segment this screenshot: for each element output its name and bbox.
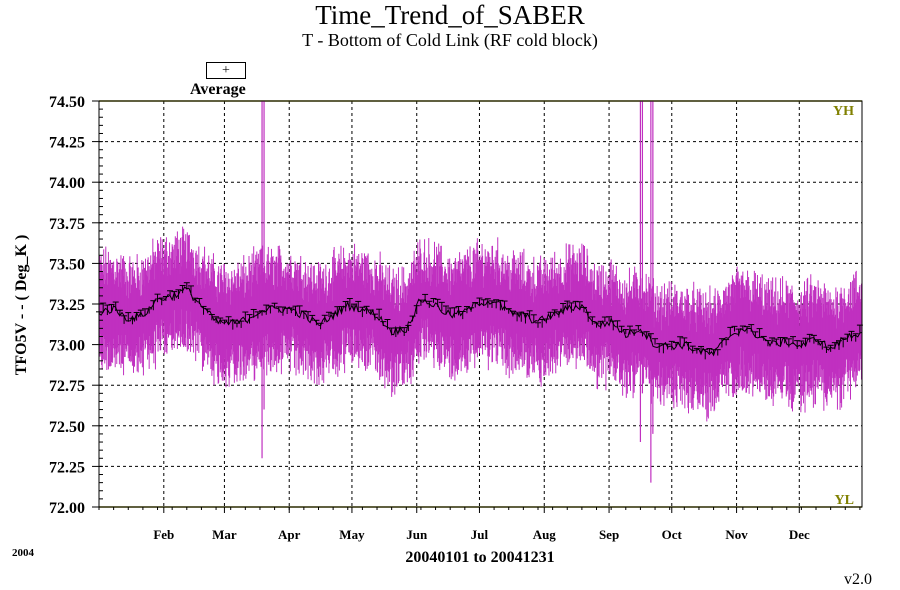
- x-tick-label: Feb: [153, 527, 174, 542]
- x-tick-label: Dec: [789, 527, 810, 542]
- x-tick-label: Sep: [599, 527, 619, 542]
- average-line: [98, 286, 863, 357]
- x-tick-label: May: [339, 527, 365, 542]
- y-tick-label: 72.25: [49, 459, 85, 476]
- y-axis-label: TFO5V - - ( Deg_K ): [13, 234, 30, 376]
- y-tick-label: 72.75: [49, 378, 85, 395]
- y-tick-label: 73.25: [49, 297, 85, 314]
- x-tick-label: Nov: [725, 527, 748, 542]
- x-axis-label: 20040101 to 20041231: [405, 549, 555, 566]
- x-tick-label: Apr: [278, 527, 301, 542]
- limit-label: YL: [835, 493, 854, 508]
- version-label: v2.0: [844, 571, 872, 588]
- x-tick-label: Jun: [406, 527, 428, 542]
- year-label: 2004: [12, 547, 34, 559]
- y-tick-label: 73.75: [49, 216, 85, 233]
- range-series: [98, 101, 863, 483]
- average-series: [96, 282, 863, 360]
- legend-label: Average: [190, 81, 246, 98]
- y-tick-label: 73.00: [49, 338, 85, 355]
- x-tick-label: Mar: [212, 527, 237, 542]
- chart-title: Time_Trend_of_SABER: [315, 0, 585, 30]
- y-tick-label: 74.50: [49, 94, 85, 111]
- legend-marker: +: [206, 62, 246, 79]
- x-tick-label: Aug: [533, 527, 557, 542]
- y-tick-label: 73.50: [49, 256, 85, 273]
- y-tick-label: 74.00: [49, 175, 85, 192]
- limit-label: YH: [833, 104, 854, 119]
- x-tick-label: Oct: [662, 527, 683, 542]
- chart-subtitle: T - Bottom of Cold Link (RF cold block): [302, 30, 598, 50]
- axes: 72.00 72.25 72.50 72.75 73.00 73.25 73.50 73.75…: [49, 94, 863, 542]
- y-tick-label: 72.00: [49, 500, 85, 517]
- y-tick-label: 74.25: [49, 135, 85, 152]
- plot-frame: [98, 100, 863, 508]
- x-tick-label: Jul: [471, 527, 489, 542]
- y-tick-label: 72.50: [49, 419, 85, 436]
